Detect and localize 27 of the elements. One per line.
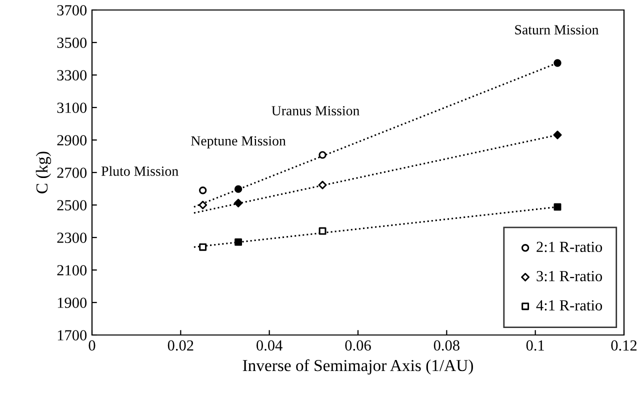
y-tick-label: 1900 xyxy=(58,298,87,308)
annotation: Neptune Mission xyxy=(191,136,286,148)
legend-label: 3:1 R-ratio xyxy=(536,271,602,282)
y-tick-label: 2300 xyxy=(57,232,87,243)
y-tick-label: 2900 xyxy=(57,135,87,146)
y-tick-label: 2100 xyxy=(57,265,87,276)
y-axis-title: C (kg) xyxy=(36,152,52,194)
legend-label: 4:1 R-ratio xyxy=(536,300,602,311)
y-tick-label: 3300 xyxy=(57,70,87,80)
annotation: Pluto Mission xyxy=(101,166,178,176)
x-tick-label: 0.1 xyxy=(526,340,544,351)
x-tick-label: 0.08 xyxy=(434,340,460,351)
y-tick-label: 1700 xyxy=(58,330,87,340)
x-tick-label: 0.12 xyxy=(611,340,637,351)
x-tick-label: 0.06 xyxy=(345,340,371,351)
x-tick-label: 0 xyxy=(88,340,96,351)
x-tick-label: 0.02 xyxy=(168,340,194,351)
y-tick-label: 3700 xyxy=(57,5,87,16)
y-tick-label: 2700 xyxy=(57,168,87,178)
y-tick-label: 2500 xyxy=(57,200,87,210)
annotation: Saturn Mission xyxy=(515,25,599,34)
x-axis-title: Inverse of Semimajor Axis (1/AU) xyxy=(242,359,473,375)
y-tick-label: 3500 xyxy=(57,38,87,48)
x-tick-label: 0.04 xyxy=(256,340,282,351)
annotation: Uranus Mission xyxy=(272,106,360,116)
y-tick-label: 3100 xyxy=(57,102,87,113)
legend-label: 2:1 R-ratio xyxy=(536,242,602,252)
